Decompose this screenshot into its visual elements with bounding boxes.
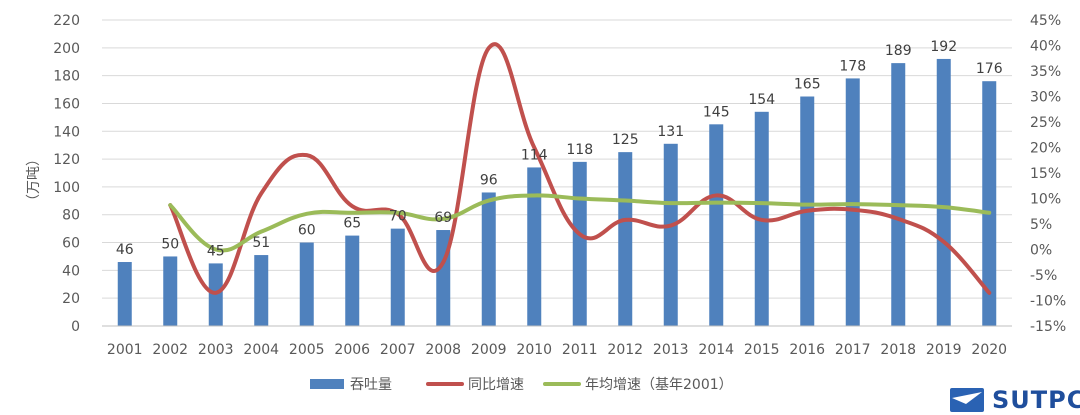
y2-tick-label: 40% <box>1030 39 1061 55</box>
x-tick-label: 2019 <box>926 342 962 358</box>
y-tick-label: 60 <box>62 236 80 252</box>
y-tick-label: 40 <box>62 263 80 279</box>
y2-tick-label: 0% <box>1030 243 1052 259</box>
legend-swatch-throughput <box>310 379 344 389</box>
y2-tick-label: 10% <box>1030 192 1061 208</box>
bar <box>663 143 678 326</box>
bar <box>618 152 633 326</box>
bar-data-label: 189 <box>885 43 912 59</box>
legend: 吞吐量 同比增速 年均增速（基年2001） <box>310 376 733 393</box>
y2-tick-label: 5% <box>1030 217 1052 233</box>
bar-data-label: 125 <box>612 132 639 148</box>
bar <box>891 63 906 326</box>
x-tick-label: 2004 <box>243 342 279 358</box>
x-tick-label: 2006 <box>334 342 370 358</box>
x-tick-label: 2009 <box>471 342 507 358</box>
x-tick-label: 2005 <box>289 342 325 358</box>
y-tick-label: 140 <box>53 124 80 140</box>
y-tick-label: 0 <box>71 319 80 335</box>
sutpc-logo: SUTPC <box>950 386 1080 414</box>
y2-tick-label: 45% <box>1030 13 1061 29</box>
x-tick-label: 2014 <box>698 342 734 358</box>
x-tick-label: 2016 <box>789 342 825 358</box>
y2-tick-label: -5% <box>1030 268 1057 284</box>
bar-data-label: 178 <box>839 58 866 74</box>
y2-tick-label: 25% <box>1030 115 1061 131</box>
line-series <box>168 42 992 295</box>
gridlines <box>102 19 1012 299</box>
legend-label: 年均增速（基年2001） <box>585 376 733 393</box>
bar-data-label: 60 <box>298 223 316 239</box>
y-tick-label: 220 <box>53 13 80 29</box>
y2-tick-label: 35% <box>1030 64 1061 80</box>
y-tick-label: 120 <box>53 152 80 168</box>
bar-series <box>117 58 997 327</box>
bar-data-label: 50 <box>161 236 179 252</box>
bar <box>345 235 360 326</box>
bar-data-label: 114 <box>521 147 548 163</box>
x-tick-label: 2018 <box>880 342 916 358</box>
bar-data-label: 176 <box>976 61 1003 77</box>
bar-data-label: 131 <box>657 124 684 140</box>
y2-tick-label: 15% <box>1030 166 1061 182</box>
y-tick-label: 180 <box>53 69 80 85</box>
x-tick-label: 2017 <box>835 342 871 358</box>
legend-label: 吞吐量 <box>350 377 392 393</box>
bar-data-label: 192 <box>930 39 957 55</box>
x-tick-label: 2011 <box>562 342 598 358</box>
bar <box>390 228 405 326</box>
x-tick-label: 2003 <box>198 342 234 358</box>
x-tick-label: 2020 <box>971 342 1007 358</box>
bar <box>572 161 587 326</box>
bar-data-label: 145 <box>703 104 730 120</box>
bar <box>481 192 496 326</box>
legend-label: 同比增速 <box>468 377 524 393</box>
bar <box>117 262 132 326</box>
bar-data-label: 70 <box>389 209 407 225</box>
x-tick-label: 2002 <box>152 342 188 358</box>
y-axis-label: （万吨） <box>26 152 42 208</box>
bar <box>527 167 542 326</box>
bar-data-label: 65 <box>343 216 361 232</box>
y2-tick-label: -15% <box>1030 319 1066 335</box>
y2-tick-label: 30% <box>1030 90 1061 106</box>
x-tick-label: 2013 <box>653 342 689 358</box>
logo-text: SUTPC <box>992 386 1080 414</box>
x-tick-label: 2001 <box>107 342 143 358</box>
logo-mark-stroke <box>952 392 982 404</box>
y-tick-label: 20 <box>62 291 80 307</box>
y-tick-label: 80 <box>62 208 80 224</box>
bar-data-label: 165 <box>794 77 821 93</box>
x-tick-label: 2015 <box>744 342 780 358</box>
bar-data-label: 154 <box>748 92 775 108</box>
bar <box>982 81 997 326</box>
bar-data-label: 46 <box>116 242 134 258</box>
x-tick-label: 2007 <box>380 342 416 358</box>
y-tick-label: 160 <box>53 96 80 112</box>
bar-data-label: 51 <box>252 235 270 251</box>
yoy-growth-line <box>168 42 992 295</box>
bar <box>163 256 178 326</box>
bar <box>254 255 269 326</box>
x-tick-label: 2010 <box>516 342 552 358</box>
y-tick-label: 200 <box>53 41 80 57</box>
bar-data-label: 69 <box>434 210 452 226</box>
avg-growth-line <box>168 193 992 253</box>
y2-tick-label: -10% <box>1030 294 1066 310</box>
y2-tick-label: 20% <box>1030 141 1061 157</box>
bar <box>709 124 724 327</box>
bar-data-label: 45 <box>207 243 225 259</box>
y-tick-label: 100 <box>53 180 80 196</box>
x-tick-label: 2008 <box>425 342 461 358</box>
x-tick-label: 2012 <box>607 342 643 358</box>
bar <box>936 58 951 326</box>
bar-data-label: 118 <box>566 142 593 158</box>
data-labels: 46 50 45 51 60 65 70 69 96 114 118 125 131 145 154 165 1… <box>116 39 1003 259</box>
axes: 0 20 40 60 80 100 120 140 160 180 200 220 -15% -10% -5… <box>53 13 1066 358</box>
bar-data-label: 96 <box>480 172 498 188</box>
bar <box>299 242 314 326</box>
